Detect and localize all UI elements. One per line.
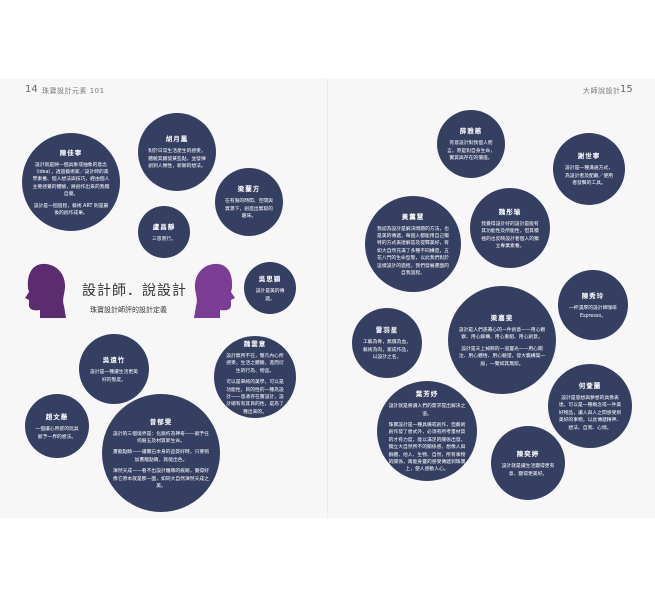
- designer-quote: 設計是思想與夢想的具像表達，可以是一種概念或一件美好物品，讓人與人之間感受到美好…: [558, 395, 622, 431]
- spread-subheading: 珠寶設計師評的設計定義: [90, 306, 167, 314]
- designer-bubble: 何萱蘭 設計是思想與夢想的具像表達，可以是一種概念或一件美好物品，讓人與人之間感…: [548, 364, 632, 448]
- designer-name: 梁嘉斐: [490, 313, 514, 322]
- designer-bubble: 吳遠竹 設計是一種讓生活更美好的態度。: [79, 334, 149, 404]
- designer-quote: 設計是美的傳遞。: [255, 289, 285, 302]
- designer-name: 胡月鳳: [165, 135, 189, 144]
- designer-name: 魏彤瑜: [498, 207, 522, 216]
- designer-quote: 設計就是將讀人們的需求提出解決之道。: [388, 404, 466, 417]
- designer-name: 薛雅慈: [459, 127, 483, 136]
- designer-bubble: 謝世寧 設計是一種溝通方式，為設計者及配戴／使用者發聲的工具。: [553, 133, 625, 205]
- designer-name: 雷羽星: [375, 326, 399, 335]
- designer-name: 謝世寧: [577, 152, 601, 161]
- designer-quote: 工藝為骨，無價為血，藝術為肉，家成作品，以設計之名。: [363, 340, 411, 361]
- designer-quote: 對於日常生活產生的感受，體驗其觸發某些點，並發揮創到人類性，新穎的想法。: [148, 149, 206, 170]
- designer-name: 陳奕婷: [516, 450, 540, 459]
- designer-name: 魏雲意: [243, 339, 267, 348]
- designer-bubble: 魏彤瑜 我覺得設計好的設計是能有其功能性及所能性，但其積極的也反映設計者個人的獨…: [470, 188, 550, 268]
- right-page-number: 15: [620, 84, 633, 95]
- right-head-silhouette-icon: [194, 263, 235, 318]
- left-page-number: 14: [25, 84, 38, 95]
- designer-name: 陳佳寧: [59, 148, 83, 157]
- designer-bubble: 薛雅慈 有意設計對我個人而言，原是對自身生命，實質與存在的價值。: [437, 110, 505, 178]
- designer-bubble: 陳佳寧 設計就是將一個具象或抽象的意念（idea），透過藝術家／設計師的美學素養…: [22, 133, 120, 231]
- designer-quote: 渾然天成——看不出設計雕琢的痕跡，覺得好像它原本就是那一面，如同大自然渾然天成之…: [113, 469, 209, 490]
- designer-bubble: 吳思穎 設計是美的傳遞。: [244, 262, 296, 314]
- designer-bubble: 陳秀玲 一杯濃厚的設計師咖啡 Espresso。: [558, 270, 628, 340]
- right-page-title: 大師說設計: [583, 87, 621, 95]
- designer-quote: 三思而行。: [152, 236, 176, 242]
- designer-quote: 我認為設計是解決問題的方法，也是美的傳遞，每個人都能用自己獨特的方式表達解答及提…: [377, 226, 449, 277]
- designer-bubble: 盧昌靜 三思而行。: [138, 206, 190, 258]
- designer-bubble: 葉芳妤 設計就是將讀人們的需求提出解決之道。 珠寶設計是一種具備或創作，但藝術創…: [377, 381, 477, 481]
- designer-quote: 可以是單純的美學，可以是功能性，目的性的一種為設計——意適存在實設計，設計總有有…: [226, 380, 284, 415]
- designer-name: 吳思穎: [258, 275, 282, 284]
- spread-heading: 設計師．說設計: [82, 283, 187, 299]
- designer-quote: 我覺得設計好的設計是能有其功能性及所能性，但其積極的也反映設計者個人的獨立專業素…: [481, 221, 539, 249]
- designer-quote: 設計就是讓生活變得更有意、變得更美好。: [501, 464, 555, 477]
- designer-quote: 設計無所不在，譬凡內心所感受，生活之體驗，進而衍生的行為、物品。: [226, 353, 284, 374]
- designer-quote: 珠寶設計是一種具備或創作，但藝術創作發了想式外，必須有所考量材質的才有力度，能以…: [388, 422, 466, 473]
- designer-name: 葉芳妤: [415, 390, 439, 399]
- designer-name: 梁蘭方: [237, 185, 261, 194]
- left-head-silhouette-icon: [25, 263, 66, 318]
- designer-quote: 在有限的時間、空間與資源下，創造出無窮的趣味。: [225, 199, 273, 220]
- designer-quote: 設計是一種溝通方式，為設計者及配戴／使用者發聲的工具。: [565, 166, 613, 187]
- designer-bubble: 曾郁雯 設計的三個境界是：化腐朽為神奇——賦予任何廢五及材質新生命。 畫龍點睛—…: [102, 394, 220, 512]
- designer-bubble: 趙文懸 一個讓心所欲的玩具賦予一界的想法。: [25, 394, 89, 458]
- designer-bubble: 陳奕婷 設計就是讓生活變得更有意、變得更美好。: [491, 426, 565, 500]
- designer-quote: 設計的三個境界是：化腐朽為神奇——賦予任何廢五及材質新生命。: [113, 431, 209, 444]
- designer-name: 曾郁雯: [149, 417, 173, 426]
- designer-quote: 有意設計對我個人而言，原是對自身生命，實質與存在的價值。: [447, 141, 495, 162]
- designer-quote: 設計是人們憑著心的一件創意——用心觀察、用心解構、用心重組、用心創意。: [458, 327, 546, 341]
- designer-quote: 設計是天上掉飾的一道靈光——用心關注、用心體悟、用心驗證，發大膽構築一般，一覽如…: [458, 346, 546, 367]
- designer-bubble: 胡月鳳 對於日常生活產生的感受，體驗其觸發某些點，並發揮創到人類性，新穎的想法。: [138, 113, 216, 191]
- designer-bubble: 雷羽星 工藝為骨，無價為血，藝術為肉，家成作品，以設計之名。: [352, 308, 422, 378]
- designer-quote: 一個讓心所欲的玩具賦予一界的想法。: [35, 427, 79, 440]
- designer-bubble: 梁嘉斐 設計是人們憑著心的一件創意——用心觀察、用心解構、用心重組、用心創意。 …: [448, 286, 556, 394]
- designer-bubble: 魏雲意 設計無所不在，譬凡內心所感受，生活之體驗，進而衍生的行為、物品。 可以是…: [214, 336, 296, 418]
- designer-quote: 一杯濃厚的設計師咖啡 Espresso。: [569, 306, 617, 319]
- designer-bubble: 黃薰慧 我認為設計是解決問題的方法，也是美的傳遞，每個人都能用自己獨特的方式表達…: [365, 196, 461, 292]
- designer-name: 黃薰慧: [401, 212, 425, 221]
- designer-quote: 設計是一種讓生活更美好的態度。: [90, 370, 138, 383]
- designer-name: 盧昌靜: [152, 222, 176, 231]
- designer-quote: 畫龍點睛——讓實石本身的品質好時，只要稍加畫龍點睛，就能出色。: [113, 450, 209, 463]
- designer-quote: 設計是一個過程，藝術 ART 則是最後的創作成果。: [33, 203, 109, 217]
- page-gutter: [327, 78, 328, 518]
- designer-bubble: 梁蘭方 在有限的時間、空間與資源下，創造出無窮的趣味。: [215, 168, 283, 236]
- designer-name: 趙文懸: [45, 413, 69, 422]
- designer-name: 吳遠竹: [102, 356, 126, 365]
- left-page-title: 珠寶設計元素 101: [42, 87, 105, 95]
- designer-name: 何萱蘭: [578, 381, 602, 390]
- designer-quote: 設計就是將一個具象或抽象的意念（idea），透過藝術家／設計師的美學素養、個人想…: [32, 162, 110, 198]
- designer-name: 陳秀玲: [581, 292, 605, 301]
